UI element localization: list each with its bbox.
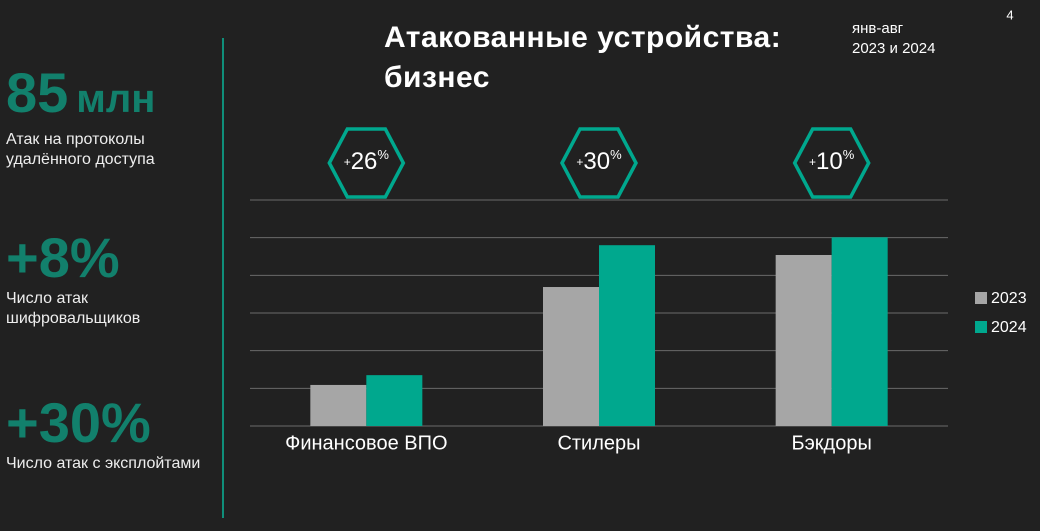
chart-subtitle: 2023 и 2024 — [852, 40, 935, 57]
page-number: 4 — [1006, 7, 1013, 22]
annotation-unit: % — [843, 147, 855, 162]
bar — [775, 254, 832, 426]
bar — [366, 375, 423, 426]
legend-label: 2024 — [991, 319, 1027, 336]
stat: 85 млн Атак на протоколы удалённого доступ… — [6, 62, 216, 227]
annotation: +26% — [344, 147, 390, 175]
hexagon — [327, 127, 406, 199]
hexagon — [560, 127, 638, 199]
legend-swatch — [975, 321, 987, 333]
annotation-number: 30 — [583, 148, 610, 175]
bar — [599, 245, 655, 426]
annotation-sign: + — [344, 155, 351, 169]
legend-label: 2023 — [991, 290, 1027, 307]
hexagon — [792, 127, 871, 199]
x-tick-label: Финансовое ВПО — [285, 432, 447, 454]
stat-number: +30% — [6, 391, 151, 454]
bar — [543, 287, 599, 426]
annotation: +30% — [576, 147, 622, 175]
chart-subtitle: янв-авг — [852, 20, 904, 37]
annotation-sign: + — [809, 155, 816, 169]
stat: +8% Число атак шифровальщиков — [6, 227, 216, 392]
stat: +30% Число атак с эксплойтами — [6, 392, 216, 531]
annotation-unit: % — [377, 147, 389, 162]
stat-value: 85 млн — [6, 62, 216, 130]
divider — [222, 38, 224, 518]
chart-title: Атакованные устройства: бизнес — [384, 21, 782, 94]
stat-unit: млн — [76, 77, 156, 121]
stat-number: +8% — [6, 226, 120, 289]
stat-label: Атак на протоколы удалённого доступа — [6, 131, 155, 168]
bar — [310, 384, 367, 426]
annotation-number: 26 — [351, 148, 378, 175]
annotation-sign: + — [576, 155, 583, 169]
stat-value: +8% — [6, 227, 216, 289]
bar — [831, 237, 888, 426]
x-tick-label: Стилеры — [557, 432, 640, 454]
annotation-unit: % — [610, 147, 622, 162]
stat-number: 85 — [6, 61, 69, 124]
legend-swatch — [975, 292, 987, 304]
stat-label: Число атак с эксплойтами — [6, 455, 201, 472]
chart-title-box: Атакованные устройства: бизнес — [384, 21, 782, 94]
annotation: +10% — [809, 147, 855, 175]
stats-panel: 85 млн Атак на протоколы удалённого доступ… — [6, 62, 216, 531]
stat-label: Число атак шифровальщиков — [6, 290, 141, 327]
x-tick-label: Бэкдоры — [791, 432, 871, 454]
stat-value: +30% — [6, 392, 216, 454]
annotation-number: 10 — [816, 148, 843, 175]
